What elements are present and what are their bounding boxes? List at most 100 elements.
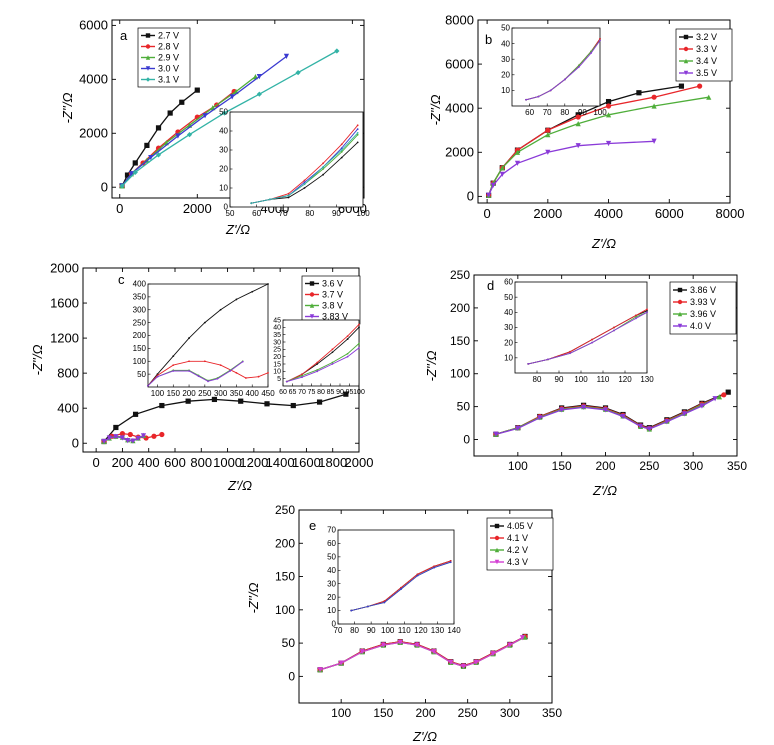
panel-c-inset2-series-2-point bbox=[316, 368, 319, 371]
panel-c-inset-series-0-point bbox=[267, 283, 269, 285]
panel-e-inset-series-3-point bbox=[416, 574, 419, 577]
panel-a-inset-series-2-point bbox=[322, 168, 324, 170]
panel-a-series-3-point bbox=[202, 113, 208, 119]
panel-c-xtick-label: 600 bbox=[164, 455, 186, 470]
panel-d-inset-xtick-label: 110 bbox=[597, 375, 610, 384]
panel-d-series-1-line bbox=[495, 394, 725, 435]
panel-c-inset-series-3-point bbox=[229, 370, 232, 372]
panel-c-inset2-series-0-point bbox=[358, 326, 360, 329]
panel-a-inset-series-4-point bbox=[340, 149, 343, 151]
panel-e-inset-frame bbox=[337, 529, 455, 625]
panel-c-series-3-point bbox=[130, 438, 136, 444]
panel-c-series-0-point bbox=[290, 402, 296, 409]
panel-c-ytick-label: 400 bbox=[57, 401, 79, 416]
panel-e-series-3-point bbox=[338, 660, 344, 666]
panel-c-inset-xtick-label: 100 bbox=[151, 389, 165, 398]
panel-d-xtick-label: 100 bbox=[508, 459, 528, 473]
panel-a-inset-ytick-label: 30 bbox=[219, 146, 228, 155]
panel-b-inset-frame bbox=[511, 27, 601, 107]
panel-d-inset-frame bbox=[514, 281, 648, 374]
panel-c-inset-ytick-label: 400 bbox=[133, 280, 147, 289]
panel-c-inset2-series-2-line bbox=[286, 343, 360, 383]
panel-c-legend-label: 3.7 V bbox=[322, 290, 343, 300]
panel-d-inset-xtick-label: 80 bbox=[533, 375, 542, 384]
panel-b-inset-series-3-point bbox=[537, 95, 540, 98]
panel-c-xtick-label: 400 bbox=[138, 455, 160, 470]
panel-e-inset-ytick-label: 10 bbox=[327, 606, 336, 615]
panel-e-legend-label: 4.2 V bbox=[507, 545, 528, 555]
panel-c-ytick-label: 1200 bbox=[50, 330, 79, 345]
panel-b-series-3-point bbox=[499, 171, 505, 177]
panel-a-inset-series-4-point bbox=[269, 198, 271, 201]
panel-b-inset-xtick-label: 90 bbox=[578, 108, 587, 117]
panel-b-series-3-point bbox=[575, 143, 581, 149]
panel-d-inset-ytick-label: 30 bbox=[504, 323, 513, 332]
panel-c-inset2-ytick-label: 45 bbox=[273, 317, 281, 324]
panel-e-xtick-label: 300 bbox=[500, 706, 520, 720]
panel-c-inset2-xtick-label: 100 bbox=[353, 389, 365, 396]
panel-a-series-0-point bbox=[124, 172, 131, 178]
panel-e-inset-ytick-label: 50 bbox=[327, 553, 336, 562]
panel-b-inset-ytick-label: 50 bbox=[501, 24, 510, 33]
panel-a-inset-series-4-point bbox=[356, 132, 359, 134]
panel-e-inset-series-3-point bbox=[350, 609, 353, 612]
panel-c-legend-swatch-marker bbox=[309, 292, 315, 297]
panel-d-series-0-line bbox=[495, 391, 729, 435]
panel-c-inset-series-1-point bbox=[156, 374, 159, 377]
panel-c-legend-swatch-marker bbox=[309, 303, 315, 308]
panel-c-inset2-xtick-label: 85 bbox=[327, 389, 335, 396]
panel-c-legend-swatch-marker bbox=[309, 314, 315, 319]
panel-a-ytick-label: 0 bbox=[101, 180, 108, 195]
panel-c-inset2-series-3-point bbox=[316, 370, 319, 373]
panel-a-series-0-point bbox=[132, 160, 138, 166]
panel-c-series-3-point bbox=[113, 434, 119, 440]
panel-b-legend-swatch-marker bbox=[683, 34, 689, 40]
panel-d-legend-label: 3.93 V bbox=[690, 297, 716, 307]
panel-e-letter: e bbox=[309, 518, 316, 533]
panel-e-inset-xtick-label: 120 bbox=[414, 626, 428, 635]
panel-c-y-axis-label: -Z''/Ω bbox=[30, 345, 45, 376]
panel-a-x-axis-label: Z'/Ω bbox=[225, 222, 250, 237]
panel-b-inset-xtick-label: 60 bbox=[525, 108, 534, 117]
panel-d-ytick-label: 50 bbox=[457, 400, 471, 414]
panel-d-xtick-label: 250 bbox=[639, 459, 659, 473]
panel-d-inset-series-3-point bbox=[646, 311, 648, 314]
panel-c-legend-label: 3.8 V bbox=[322, 301, 343, 311]
panel-b-ytick-label: 2000 bbox=[445, 145, 474, 160]
panel-e-inset-series-3-point bbox=[400, 588, 402, 590]
panel-c-inset2-series-0-point bbox=[316, 363, 319, 365]
panel-a-series-3-point bbox=[148, 154, 154, 161]
panel-c-inset-series-0-point bbox=[235, 298, 238, 301]
panel-b-series-1-point bbox=[605, 103, 612, 109]
panel-a-inset-ytick-label: 20 bbox=[219, 165, 228, 174]
panel-b-legend-swatch-marker bbox=[683, 70, 689, 76]
panel-e-inset-xtick-label: 90 bbox=[367, 626, 376, 635]
panel-a-inset-series-1-point bbox=[340, 143, 343, 146]
panel-a-series-4-point bbox=[155, 152, 162, 158]
panel-c-inset-series-3-point bbox=[207, 380, 209, 383]
panel-c-series-0-point bbox=[159, 402, 165, 409]
panel-d-inset-ytick-label: 60 bbox=[504, 278, 513, 287]
panel-d-series-1-point bbox=[721, 392, 727, 398]
panel-a-series-3-point bbox=[256, 74, 262, 80]
panel-a-ytick-label: 2000 bbox=[79, 126, 108, 141]
panel-c-inset-xtick-label: 150 bbox=[167, 389, 181, 398]
panel-a-inset-series-1-point bbox=[322, 162, 324, 165]
panel-c-inset2-series-3-point bbox=[285, 380, 288, 383]
panel-b-series-3-point bbox=[486, 192, 492, 198]
panel-b-inset-xtick-label: 80 bbox=[560, 108, 569, 117]
panel-c-inset2-xtick-label: 95 bbox=[346, 389, 354, 396]
panel-c-series-1-point bbox=[119, 431, 126, 437]
panel-c-series-0-point bbox=[316, 399, 323, 405]
panel-e-series-3-point bbox=[490, 651, 496, 657]
panel-d-y-axis-label: -Z''/Ω bbox=[424, 351, 439, 382]
panel-e-series-3-point bbox=[317, 667, 323, 673]
panel-b-inset-series-3-point bbox=[599, 39, 601, 42]
panel-a-inset-series-0-point bbox=[356, 141, 359, 144]
panel-c-inset-xtick-label: 350 bbox=[230, 389, 244, 398]
panel-e-legend-swatch-marker bbox=[494, 535, 500, 541]
panel-b-series-1-point bbox=[697, 83, 703, 89]
panel-c-series-1-point bbox=[127, 431, 133, 438]
panel-c-inset-series-1-point bbox=[219, 364, 222, 367]
